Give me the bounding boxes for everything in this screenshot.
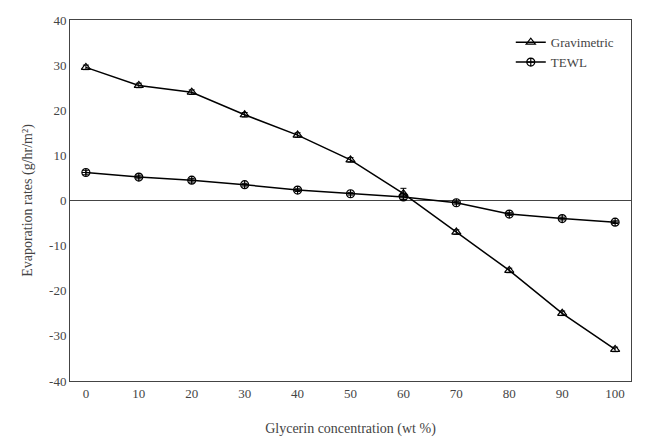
svg-text:50: 50	[344, 386, 357, 401]
svg-text:100: 100	[605, 386, 625, 401]
svg-text:-20: -20	[49, 283, 66, 298]
svg-text:Glycerin concentration (wt %): Glycerin concentration (wt %)	[265, 421, 436, 437]
svg-text:Gravimetric: Gravimetric	[551, 35, 614, 50]
svg-text:10: 10	[53, 148, 66, 163]
svg-text:20: 20	[185, 386, 198, 401]
svg-text:40: 40	[291, 386, 304, 401]
svg-text:20: 20	[53, 103, 66, 118]
svg-text:60: 60	[397, 386, 410, 401]
svg-text:-40: -40	[49, 374, 66, 389]
svg-text:40: 40	[53, 13, 66, 28]
svg-text:-30: -30	[49, 328, 66, 343]
svg-text:30: 30	[53, 58, 66, 73]
svg-text:90: 90	[556, 386, 569, 401]
svg-text:0: 0	[60, 193, 67, 208]
svg-text:80: 80	[503, 386, 516, 401]
svg-text:0: 0	[83, 386, 90, 401]
svg-text:70: 70	[450, 386, 463, 401]
svg-text:30: 30	[238, 386, 251, 401]
svg-text:Evaporation rates (g/hr/m²): Evaporation rates (g/hr/m²)	[20, 124, 36, 277]
svg-text:TEWL: TEWL	[551, 55, 587, 70]
svg-text:-10: -10	[49, 238, 66, 253]
svg-text:10: 10	[132, 386, 145, 401]
